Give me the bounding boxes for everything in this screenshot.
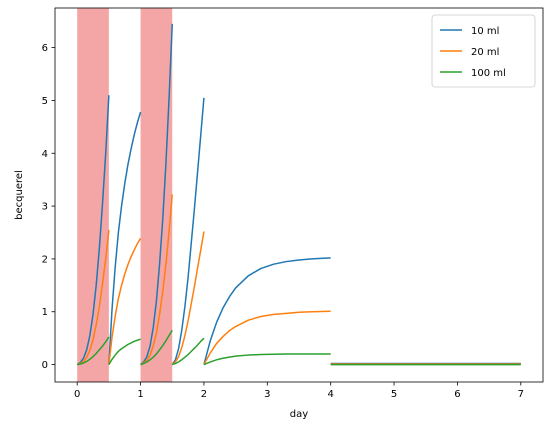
- series-line-1-segment-1: [76, 95, 110, 366]
- y-tick-label: 6: [42, 43, 48, 54]
- x-axis-label: day: [290, 409, 308, 420]
- y-tick-label: 2: [42, 254, 48, 265]
- y-tick-label: 0: [42, 360, 48, 371]
- series-line-2-segment-1: [76, 229, 110, 366]
- y-tick-label: 1: [42, 307, 48, 318]
- shaded-interval-2: [140, 8, 173, 382]
- legend: 10 ml 20 ml 100 ml: [431, 14, 536, 88]
- x-tick-label: 4: [328, 389, 334, 400]
- legend-label-3: 100 ml: [471, 68, 506, 79]
- series-line-3-segment-5: [203, 353, 331, 366]
- series-line-1-segment-3: [140, 23, 173, 366]
- series-lines: [76, 23, 521, 366]
- series-line-3-segment-3: [140, 329, 173, 366]
- y-axis-label: becquerel: [14, 170, 25, 220]
- x-tick-label: 7: [518, 389, 524, 400]
- legend-label-2: 20 ml: [471, 47, 499, 58]
- x-tick-label: 1: [137, 389, 143, 400]
- y-tick-label: 5: [42, 96, 48, 107]
- plot-frame: [54, 7, 544, 383]
- series-line-2-segment-5: [203, 310, 331, 365]
- x-tick-label: 6: [454, 389, 460, 400]
- y-tick-label: 4: [42, 149, 48, 160]
- x-tick-label: 5: [391, 389, 397, 400]
- series-line-1-segment-5: [203, 257, 331, 365]
- series-line-1-segment-2: [108, 111, 142, 365]
- series-line-2-segment-2: [108, 237, 142, 365]
- series-line-2-segment-4: [171, 231, 205, 366]
- shaded-interval-1: [77, 8, 109, 382]
- series-line-2-segment-3: [140, 194, 173, 366]
- x-axis-ticks: 0 1 2 3 4 5 6 7: [74, 382, 524, 400]
- x-tick-label: 2: [201, 389, 207, 400]
- series-line-3-segment-1: [77, 336, 110, 366]
- x-tick-label: 3: [264, 389, 270, 400]
- series-line-1-segment-4: [171, 97, 205, 365]
- x-tick-label: 0: [74, 389, 80, 400]
- legend-box: [431, 14, 536, 88]
- series-line-3-segment-4: [172, 337, 205, 366]
- y-axis-ticks: 0 1 2 3 4 5 6: [42, 43, 55, 371]
- series-line-3-segment-2: [108, 338, 141, 365]
- legend-label-1: 10 ml: [471, 26, 499, 37]
- y-tick-label: 3: [42, 202, 48, 213]
